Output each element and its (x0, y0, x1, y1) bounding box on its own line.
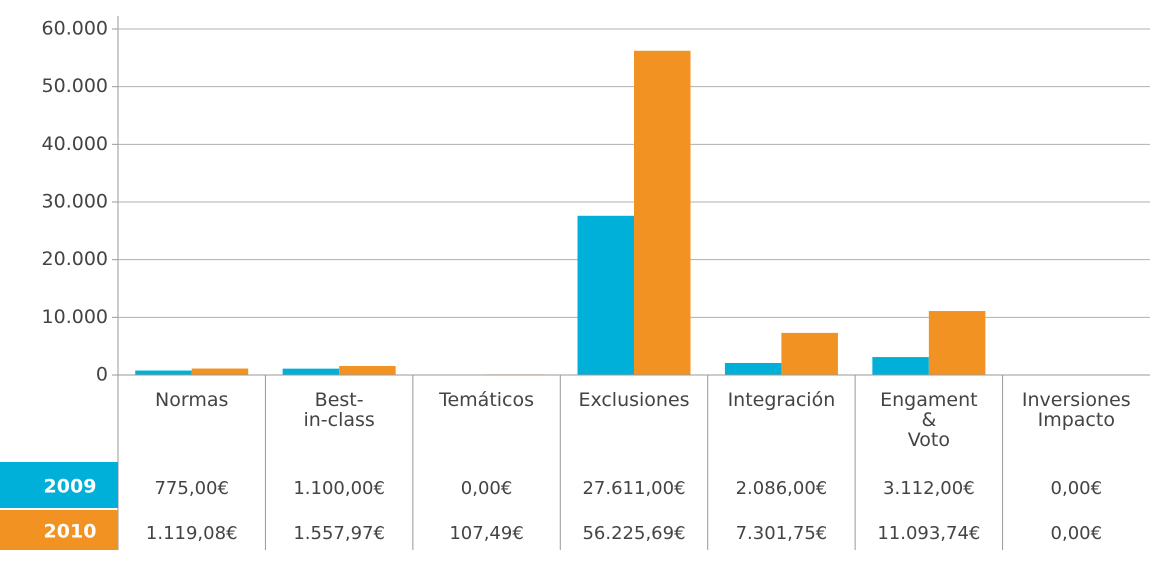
x-tick-label: Temáticos (438, 389, 534, 411)
bar (282, 368, 340, 375)
legend-swatch (0, 510, 118, 550)
x-tick-label: Integración (728, 389, 836, 411)
y-tick-label: 30.000 (42, 191, 108, 213)
table-value: 2.086,00€ (736, 478, 828, 499)
y-tick-label: 10.000 (42, 306, 108, 328)
legend-swatch (0, 462, 118, 508)
legend-label: 2010 (44, 521, 97, 543)
table-value: 1.557,97€ (293, 523, 385, 544)
x-tick-label: Inversiones Impacto (1022, 389, 1131, 431)
bar (339, 366, 396, 375)
bar (634, 50, 691, 375)
x-tick-label: Normas (155, 389, 228, 411)
table-value: 27.611,00€ (582, 478, 685, 499)
bar (577, 215, 634, 375)
y-tick-label: 50.000 (42, 75, 108, 97)
table-value: 1.119,08€ (146, 523, 238, 544)
x-tick-label: Best-in-class (303, 389, 374, 431)
y-tick-label: 40.000 (42, 133, 108, 155)
table-value: 11.093,74€ (877, 523, 980, 544)
bar (872, 357, 929, 375)
y-tick-label: 0 (96, 364, 108, 386)
table-value: 775,00€ (154, 478, 228, 499)
legend-label: 2009 (44, 476, 97, 498)
x-tick-label: Engament & Voto (880, 389, 977, 451)
table-value: 0,00€ (1051, 523, 1103, 544)
bar (191, 368, 249, 375)
table-value: 107,49€ (449, 523, 523, 544)
y-tick-label: 60.000 (42, 18, 108, 40)
table-value: 3.112,00€ (883, 478, 975, 499)
x-tick-label: Exclusiones (578, 389, 689, 411)
bar (724, 362, 782, 375)
table-value: 56.225,69€ (582, 523, 685, 544)
table-value: 0,00€ (461, 478, 513, 499)
table-value: 0,00€ (1051, 478, 1103, 499)
table-value: 1.100,00€ (293, 478, 385, 499)
table-value: 7.301,75€ (736, 523, 828, 544)
bar (781, 332, 838, 375)
bar (928, 311, 986, 375)
bar (135, 370, 192, 375)
y-tick-label: 20.000 (42, 248, 108, 270)
